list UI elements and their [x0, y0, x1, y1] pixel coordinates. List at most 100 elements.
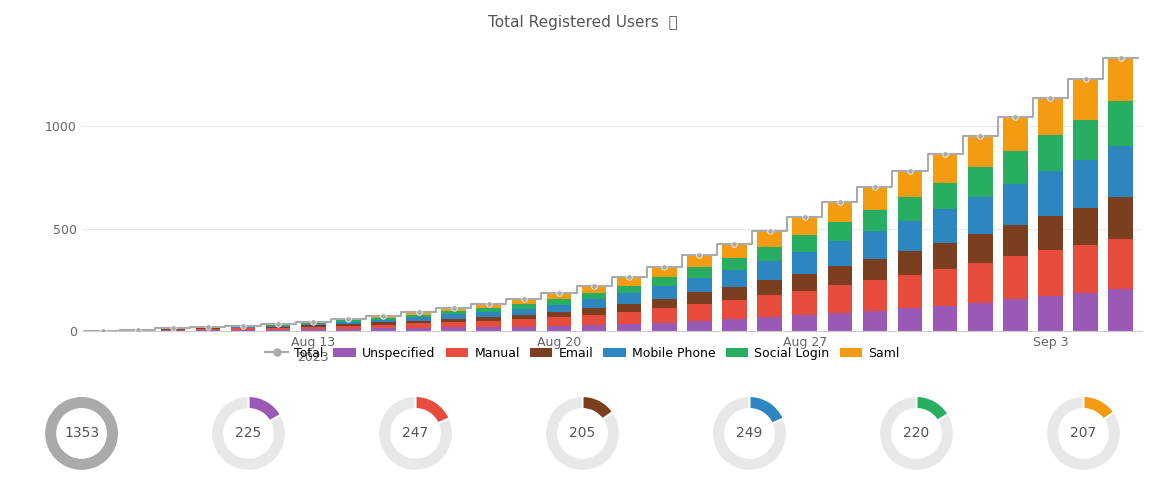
- Bar: [546, 299, 571, 304]
- Bar: [372, 316, 396, 318]
- Bar: [476, 327, 501, 331]
- Bar: [792, 217, 817, 235]
- Bar: [898, 221, 923, 251]
- Bar: [336, 320, 361, 322]
- Bar: [968, 197, 993, 234]
- Wedge shape: [1083, 396, 1114, 419]
- Bar: [581, 325, 606, 331]
- Bar: [1108, 239, 1132, 289]
- Bar: [407, 328, 431, 331]
- Bar: [1003, 184, 1028, 225]
- Bar: [372, 319, 396, 322]
- Bar: [336, 322, 361, 324]
- Bar: [407, 323, 431, 328]
- Bar: [617, 304, 642, 312]
- Bar: [687, 321, 712, 331]
- Bar: [722, 319, 747, 331]
- Bar: [792, 274, 817, 291]
- Text: Total Registered Users  ⓘ: Total Registered Users ⓘ: [488, 15, 677, 30]
- Bar: [722, 300, 747, 319]
- Wedge shape: [749, 396, 784, 424]
- Bar: [757, 246, 782, 261]
- Bar: [1003, 151, 1028, 184]
- Bar: [266, 324, 290, 325]
- Bar: [407, 312, 431, 315]
- Bar: [511, 304, 536, 309]
- Bar: [968, 136, 993, 167]
- Bar: [196, 328, 220, 329]
- Text: 225: 225: [235, 427, 262, 440]
- Text: 207: 207: [1071, 427, 1096, 440]
- Bar: [266, 330, 290, 331]
- Bar: [968, 167, 993, 197]
- Bar: [266, 326, 290, 327]
- Bar: [933, 243, 958, 269]
- Bar: [301, 325, 325, 327]
- Bar: [652, 299, 677, 308]
- Bar: [933, 209, 958, 243]
- Bar: [1038, 297, 1062, 331]
- Bar: [1073, 160, 1097, 208]
- Bar: [968, 263, 993, 302]
- Bar: [652, 322, 677, 331]
- Bar: [231, 329, 255, 330]
- Bar: [1073, 120, 1097, 160]
- Bar: [687, 278, 712, 293]
- Bar: [827, 285, 852, 313]
- Bar: [617, 294, 642, 304]
- Bar: [862, 187, 888, 210]
- Bar: [722, 244, 747, 258]
- Bar: [546, 318, 571, 326]
- Wedge shape: [379, 396, 453, 471]
- Bar: [196, 330, 220, 331]
- Bar: [652, 286, 677, 299]
- Bar: [933, 183, 958, 209]
- Bar: [301, 321, 325, 322]
- Bar: [862, 231, 888, 259]
- Bar: [266, 328, 290, 330]
- Bar: [827, 241, 852, 266]
- Bar: [652, 277, 677, 286]
- Bar: [652, 267, 677, 277]
- Bar: [266, 325, 290, 326]
- Bar: [1073, 79, 1097, 120]
- Bar: [1073, 245, 1097, 293]
- Bar: [476, 321, 501, 327]
- Bar: [827, 266, 852, 285]
- Bar: [301, 327, 325, 329]
- Bar: [1108, 146, 1132, 197]
- Bar: [546, 326, 571, 331]
- Bar: [898, 275, 923, 308]
- Bar: [862, 281, 888, 311]
- Bar: [161, 330, 185, 331]
- Bar: [372, 318, 396, 319]
- Bar: [476, 312, 501, 317]
- Bar: [898, 197, 923, 221]
- Bar: [301, 329, 325, 331]
- Bar: [898, 251, 923, 275]
- Bar: [546, 293, 571, 299]
- Bar: [581, 300, 606, 308]
- Text: 220: 220: [903, 427, 930, 440]
- Bar: [862, 210, 888, 231]
- Bar: [1108, 58, 1132, 101]
- Bar: [792, 252, 817, 274]
- Bar: [442, 327, 466, 331]
- Bar: [407, 320, 431, 323]
- Bar: [581, 293, 606, 300]
- Bar: [442, 318, 466, 322]
- Bar: [511, 319, 536, 327]
- Bar: [231, 327, 255, 328]
- Bar: [231, 328, 255, 329]
- Bar: [511, 300, 536, 304]
- Wedge shape: [1046, 396, 1121, 471]
- Bar: [1073, 293, 1097, 331]
- Bar: [1003, 257, 1028, 300]
- Bar: [757, 231, 782, 246]
- Bar: [722, 258, 747, 270]
- Bar: [1073, 208, 1097, 245]
- Bar: [757, 261, 782, 281]
- Bar: [617, 277, 642, 286]
- Wedge shape: [545, 396, 620, 471]
- Bar: [792, 235, 817, 252]
